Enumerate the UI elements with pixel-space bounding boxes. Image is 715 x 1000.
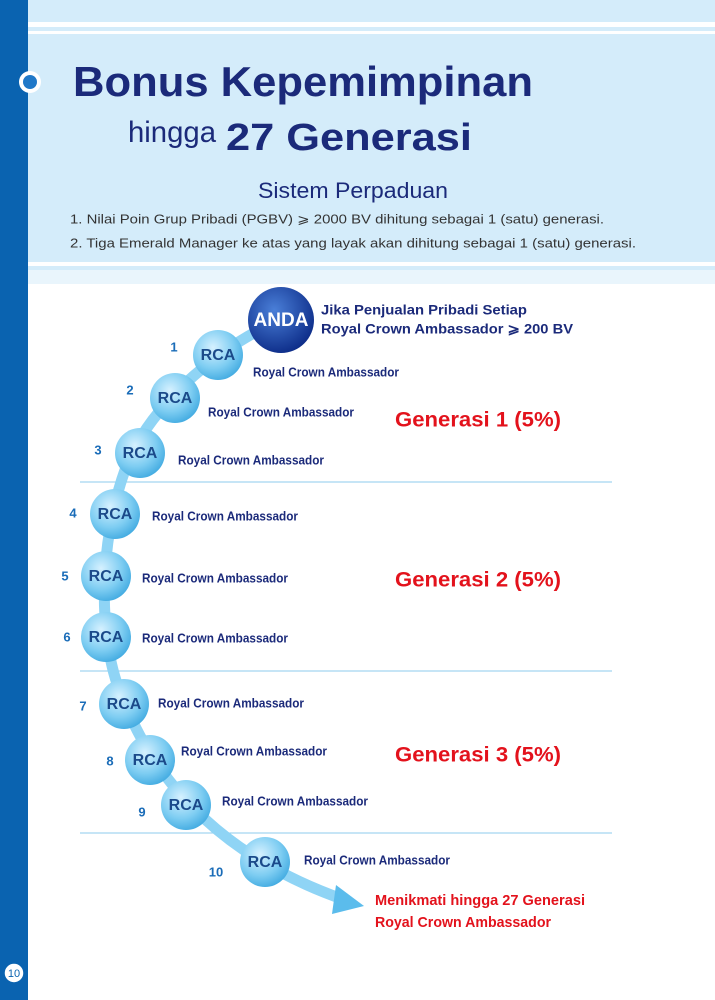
rca-circle: [161, 780, 211, 830]
rca-label: RCA: [89, 629, 124, 646]
node-caption: Royal Crown Ambassador: [222, 794, 368, 808]
bullet: [23, 75, 37, 89]
stripe: [28, 31, 715, 34]
group-label: Generasi 1 (5%): [395, 409, 561, 432]
node-list: RCA 1 Royal Crown Ambassador RCA 2 Royal Crow…: [61, 330, 450, 887]
node-number: 4: [69, 505, 77, 520]
rca-label: RCA: [89, 568, 124, 585]
node-number: 3: [94, 442, 101, 457]
footer-note: Royal Crown Ambassador: [375, 914, 551, 931]
node-number: 1: [170, 339, 177, 354]
node-caption: Royal Crown Ambassador: [208, 405, 354, 419]
node-number: 10: [209, 864, 223, 879]
rca-circle: [150, 373, 200, 423]
node-caption: Royal Crown Ambassador: [158, 696, 304, 710]
rca-label: RCA: [107, 696, 142, 713]
subtitle-prefix: hingga: [128, 116, 216, 149]
node-number: 8: [106, 753, 113, 768]
node-caption: Royal Crown Ambassador: [142, 631, 288, 645]
header-band: [28, 0, 715, 270]
rca-circle: [240, 837, 290, 887]
subtitle: 27 Generasi: [226, 117, 472, 159]
rule-item: 1. Nilai Poin Grup Pribadi (PGBV) ⩾ 2000…: [70, 211, 604, 226]
group-label: Generasi 2 (5%): [395, 569, 561, 592]
page-number: 10: [8, 968, 20, 980]
rca-label: RCA: [98, 506, 133, 523]
node-number: 7: [79, 698, 86, 713]
rca-circle: [193, 330, 243, 380]
stripe: [28, 262, 715, 266]
rca-circle: [99, 679, 149, 729]
node-caption: Royal Crown Ambassador: [142, 571, 288, 585]
rule-item: 2. Tiga Emerald Manager ke atas yang lay…: [70, 235, 636, 250]
rca-circle: [81, 551, 131, 601]
section-title: Sistem Perpaduan: [258, 178, 448, 203]
node-caption: Royal Crown Ambassador: [253, 365, 399, 379]
rca-label: RCA: [123, 445, 158, 462]
group-label: Generasi 3 (5%): [395, 744, 561, 767]
rca-label: RCA: [158, 390, 193, 407]
anda-label: ANDA: [254, 310, 309, 331]
rca-label: RCA: [169, 797, 204, 814]
anda-note: Jika Penjualan Pribadi Setiap: [321, 302, 527, 318]
node-caption: Royal Crown Ambassador: [181, 744, 327, 758]
rca-circle: [90, 489, 140, 539]
node-number: 2: [126, 382, 133, 397]
node-caption: Royal Crown Ambassador: [304, 853, 450, 867]
title: Bonus Kepemimpinan: [73, 58, 533, 105]
stripe: [28, 270, 715, 284]
rca-circle: [81, 612, 131, 662]
anda-circle: [248, 287, 314, 353]
node-caption: Royal Crown Ambassador: [152, 509, 298, 523]
node-caption: Royal Crown Ambassador: [178, 453, 324, 467]
rca-circle: [115, 428, 165, 478]
arrow-head: [332, 885, 364, 914]
stripe: [28, 22, 715, 27]
rca-label: RCA: [201, 347, 236, 364]
node-number: 9: [138, 804, 145, 819]
anda-note: Royal Crown Ambassador ⩾ 200 BV: [321, 321, 574, 337]
side-bar: [0, 0, 28, 1000]
rca-label: RCA: [248, 854, 283, 871]
node-number: 5: [61, 568, 68, 583]
node-number: 6: [63, 629, 70, 644]
page-number-circle: [3, 962, 25, 984]
rca-label: RCA: [133, 752, 168, 769]
footer-note: Menikmati hingga 27 Generasi: [375, 892, 585, 909]
rca-circle: [125, 735, 175, 785]
